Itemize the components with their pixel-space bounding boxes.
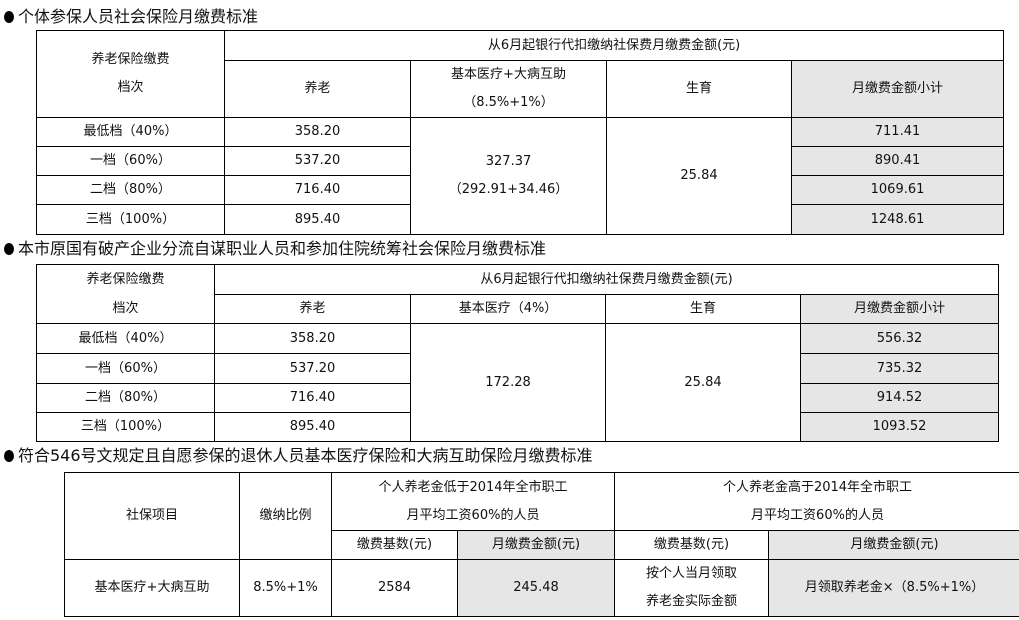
table-cell: 档次 [117, 80, 144, 95]
table-cell: 556.32 [799, 323, 1000, 354]
header-subtotal: 月缴费金额小计 [790, 60, 1005, 118]
table-row: 最低档（40%） 358.20 172.28 25.84 556.32 [36, 323, 1000, 442]
header-pension: 养老 [214, 294, 411, 324]
table-cell: 895.40 [214, 412, 411, 442]
table-retirees: 社保项目 缴纳比例 个人养老金低于2014年全市职工 月平均工资60%的人员 个人… [64, 472, 1019, 617]
table-cell: 890.41 [790, 146, 1005, 176]
table-cell: 2584 [331, 559, 458, 617]
header-high-base: 缴费基数(元) [614, 530, 769, 560]
table-cell: 个人养老金低于2014年全市职工 [378, 479, 568, 495]
table-cell: 本市原国有破产企业分流自谋职业人员和参加住院统筹社会保险月缴费标准 [18, 239, 547, 258]
table-cell: 716.40 [214, 383, 411, 413]
table-cell: 二档（80%） [36, 175, 225, 205]
header-ratio: 缴纳比例 [239, 472, 332, 560]
header-medical: 基本医疗（4%） [410, 294, 606, 324]
medical-value: 172.28 [410, 323, 606, 442]
table-cell: 1093.52 [799, 412, 1000, 442]
table-row: 一档（60%） 537.20 890.41 [36, 146, 1005, 176]
table-cell: （292.91+34.46） [448, 182, 569, 197]
section2-title: 本市原国有破产企业分流自谋职业人员和参加住院统筹社会保险月缴费标准 [4, 239, 546, 259]
header-low-amount: 月缴费金额(元) [457, 530, 615, 560]
header-item: 社保项目 [64, 472, 240, 560]
bullet-icon [4, 243, 14, 255]
header-tier: 养老保险缴费 档次 [36, 30, 225, 118]
header-high: 个人养老金高于2014年全市职工 月平均工资60%的人员 [614, 472, 1019, 531]
table-cell: 三档（100%） [36, 412, 215, 442]
table-row: 二档（80%） 716.40 914.52 [36, 383, 1000, 413]
table-cell: 1069.61 [790, 175, 1005, 205]
table-cell: 月领取养老金×（8.5%+1%） [768, 559, 1019, 617]
table-individual: 养老保险缴费 档次 从6月起银行代扣缴纳社保费月缴费金额(元) 养老 基本医疗+大… [36, 30, 1005, 235]
table-row: 最低档（40%） 358.20 327.37 （292.91+34.46） 25.8… [36, 117, 1005, 235]
header-medical: 基本医疗+大病互助 （8.5%+1%） [410, 60, 607, 118]
table-cell: 养老保险缴费 [86, 272, 165, 287]
table-cell: （8.5%+1%） [463, 95, 554, 110]
header-maternity: 生育 [605, 294, 801, 324]
table-cell: 358.20 [224, 117, 411, 147]
table-cell: 711.41 [790, 117, 1005, 147]
table-cell: 月平均工资60%的人员 [751, 507, 884, 523]
section3-title: 符合546号文规定且自愿参保的退休人员基本医疗保险和大病互助保险月缴费标准 [4, 446, 593, 466]
maternity-value: 25.84 [605, 323, 801, 442]
table-cell: 基本医疗+大病互助 [451, 67, 566, 82]
table-cell: 个人养老金高于2014年全市职工 [722, 479, 913, 495]
bullet-icon [4, 450, 14, 462]
table-row: 二档（80%） 716.40 1069.61 [36, 175, 1005, 205]
header-group: 从6月起银行代扣缴纳社保费月缴费金额(元) [213, 264, 1000, 295]
table-cell: 养老保险缴费 [91, 52, 170, 67]
table-cell: 895.40 [224, 204, 411, 235]
table-cell: 三档（100%） [36, 204, 225, 235]
table-cell: 327.37 [485, 154, 532, 169]
medical-value: 327.37 （292.91+34.46） [410, 117, 607, 235]
table-row: 基本医疗+大病互助 8.5%+1% 2584 245.48 按个人当月领取 养老金… [64, 559, 1019, 617]
table-row: 三档（100%） 895.40 1248.61 [36, 204, 1005, 235]
table-cell: 537.20 [224, 146, 411, 176]
table-cell: 最低档（40%） [36, 117, 225, 147]
maternity-value: 25.84 [606, 117, 792, 235]
header-tier: 养老保险缴费 档次 [36, 264, 215, 324]
header-subtotal: 月缴费金额小计 [799, 294, 1000, 324]
table-cell: 537.20 [214, 353, 411, 384]
header-maternity: 生育 [606, 60, 792, 118]
table-cell: 按个人当月领取 [645, 566, 737, 581]
table-row: 一档（60%） 537.20 735.32 [36, 353, 1000, 384]
table-bankrupt-enterprise: 养老保险缴费 档次 从6月起银行代扣缴纳社保费月缴费金额(元) 养老 基本医疗（4… [36, 264, 1000, 442]
table-cell: 358.20 [214, 323, 411, 354]
table-cell: 8.5%+1% [239, 559, 332, 617]
table-cell: 一档（60%） [36, 353, 215, 384]
table-cell: 档次 [112, 301, 139, 316]
header-group: 从6月起银行代扣缴纳社保费月缴费金额(元) [223, 30, 1005, 61]
table-cell: 716.40 [224, 175, 411, 205]
header-pension: 养老 [224, 60, 411, 118]
section1-title: 个体参保人员社会保险月缴费标准 [4, 7, 258, 27]
table-cell: 735.32 [799, 353, 1000, 384]
bullet-icon [4, 11, 14, 23]
table-cell: 二档（80%） [36, 383, 215, 413]
table-cell: 个体参保人员社会保险月缴费标准 [18, 7, 259, 26]
table-cell: 最低档（40%） [36, 323, 215, 354]
table-cell: 符合546号文规定且自愿参保的退休人员基本医疗保险和大病互助保险月缴费标准 [18, 446, 593, 465]
table-cell: 基本医疗+大病互助 [64, 559, 240, 617]
table-row: 三档（100%） 895.40 1093.52 [36, 412, 1000, 442]
table-cell: 914.52 [799, 383, 1000, 413]
header-high-amount: 月缴费金额(元) [768, 530, 1019, 560]
header-low: 个人养老金低于2014年全市职工 月平均工资60%的人员 [331, 472, 615, 531]
table-cell: 1248.61 [790, 204, 1005, 235]
header-low-base: 缴费基数(元) [331, 530, 458, 560]
table-cell: 月平均工资60%的人员 [406, 507, 540, 523]
table-cell: 养老金实际金额 [645, 594, 737, 609]
table-cell: 245.48 [457, 559, 615, 617]
table-cell: 一档（60%） [36, 146, 225, 176]
